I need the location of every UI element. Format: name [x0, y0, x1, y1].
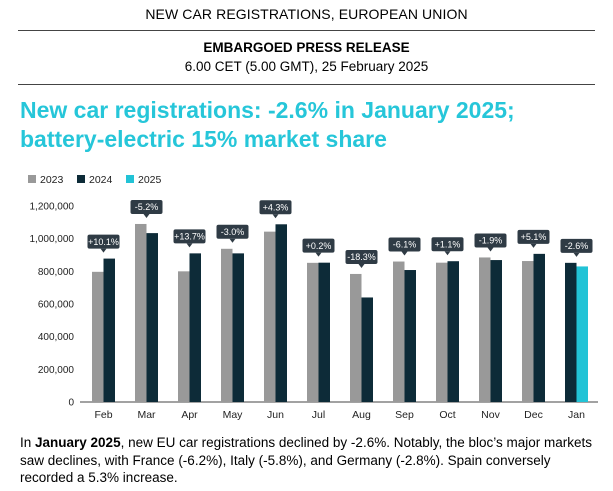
bar-2024-feb — [103, 258, 115, 402]
legend-label-2023: 2023 — [40, 174, 64, 186]
bar-2023-sep — [393, 261, 405, 402]
bar-2023-jul — [307, 262, 319, 402]
x-tick-label-nov: Nov — [481, 409, 500, 421]
change-callout-pointer-jan — [573, 252, 580, 257]
y-tick-label: 1,000,000 — [30, 234, 75, 245]
bar-2023-jun — [264, 231, 276, 402]
change-callout-pointer-aug — [358, 263, 365, 268]
legend-swatch-2023 — [28, 175, 36, 183]
x-tick-label-aug: Aug — [352, 409, 371, 421]
change-callout-box-jul — [302, 238, 335, 253]
bar-2023-feb — [92, 271, 104, 402]
bar-2023-apr — [178, 271, 190, 402]
change-callout-box-aug — [345, 249, 378, 264]
registrations-bar-chart: 2023 2024 2025 0 200,000 400,000 600,000 800,00… — [28, 174, 598, 421]
y-tick-label: 600,000 — [38, 300, 75, 311]
change-callout-pointer-jul — [315, 252, 322, 257]
change-callout-box-nov — [474, 233, 507, 248]
bar-2024-sep — [404, 270, 416, 402]
change-callout-pointer-may — [229, 238, 236, 243]
top-divider — [18, 30, 595, 31]
change-callout-box-mar — [130, 199, 163, 214]
bar-2024-jun — [275, 224, 287, 402]
legend-label-2025: 2025 — [138, 174, 162, 186]
bar-2023-mar — [135, 223, 147, 402]
change-label-sep: -6.1% — [393, 240, 417, 250]
x-tick-label-jul: Jul — [312, 409, 325, 421]
x-tick-label-feb: Feb — [94, 409, 112, 421]
change-label-nov: -1.9% — [479, 236, 503, 246]
summary-lead: In — [20, 435, 36, 450]
y-tick-label: 1,200,000 — [30, 202, 75, 213]
change-label-dec: +5.1% — [521, 232, 547, 242]
change-callout-pointer-oct — [444, 251, 451, 256]
bar-2023-dec — [522, 261, 534, 402]
summary-paragraph: In January 2025, new EU car registration… — [20, 434, 605, 487]
bar-2023-nov — [479, 257, 491, 402]
change-callout-pointer-dec — [530, 243, 537, 248]
bar-2023-oct — [436, 262, 448, 402]
bar-2025-jan — [576, 266, 588, 402]
embargo-date: 6.00 CET (5.00 GMT), 25 February 2025 — [184, 59, 429, 74]
summary-text: , new EU car registrations declined by -… — [20, 435, 593, 485]
change-callout-pointer-feb — [100, 248, 107, 253]
change-callout-box-jun — [259, 200, 292, 215]
change-label-may: -3.0% — [221, 227, 245, 237]
change-callout-box-sep — [388, 237, 421, 252]
change-callout-pointer-nov — [487, 247, 494, 252]
x-tick-label-may: May — [223, 409, 244, 421]
change-label-mar: -5.2% — [135, 202, 159, 212]
x-tick-label-dec: Dec — [524, 409, 543, 421]
change-callout-pointer-jun — [272, 214, 279, 219]
change-label-jul: +0.2% — [306, 241, 332, 251]
bar-2024-dec — [533, 253, 545, 402]
y-tick-label: 200,000 — [38, 365, 75, 376]
change-label-apr: +13.7% — [174, 232, 205, 242]
change-callout-box-jan — [560, 238, 593, 253]
headline: New car registrations: -2.6% in January … — [20, 96, 600, 154]
x-tick-label-jun: Jun — [267, 409, 284, 421]
y-tick-label: 0 — [68, 398, 74, 409]
bar-2024-apr — [189, 253, 201, 402]
change-callout-pointer-sep — [401, 251, 408, 256]
change-label-jun: +4.3% — [263, 202, 289, 212]
change-callout-pointer-mar — [143, 213, 150, 218]
bar-2024-aug — [361, 297, 373, 402]
headline-line-2: battery-electric 15% market share — [20, 126, 387, 152]
change-callout-pointer-apr — [186, 243, 193, 248]
bar-2023-may — [221, 248, 233, 402]
legend-swatch-2025 — [126, 175, 134, 183]
change-label-aug: -18.3% — [347, 252, 376, 262]
change-label-feb: +10.1% — [88, 237, 119, 247]
x-tick-label-jan: Jan — [568, 409, 585, 421]
y-tick-label: 800,000 — [38, 267, 75, 278]
bar-2024-may — [232, 253, 244, 402]
x-tick-label-sep: Sep — [395, 409, 414, 421]
header-divider — [18, 84, 595, 85]
legend-label-2024: 2024 — [89, 174, 113, 186]
summary-bold-period: January 2025 — [35, 435, 121, 450]
x-tick-label-oct: Oct — [439, 409, 455, 421]
embargo-label: EMBARGOED PRESS RELEASE — [203, 40, 410, 55]
bar-2023-aug — [350, 273, 362, 402]
change-label-jan: -2.6% — [565, 241, 589, 251]
y-tick-label: 400,000 — [38, 332, 75, 343]
headline-line-1: New car registrations: -2.6% in January … — [20, 97, 515, 123]
bar-2024-nov — [490, 260, 502, 402]
bar-2024-jul — [318, 262, 330, 402]
legend-swatch-2024 — [77, 175, 85, 183]
bar-2024-mar — [146, 233, 158, 402]
change-callout-box-oct — [431, 237, 464, 252]
change-callout-box-apr — [173, 229, 206, 244]
change-callout-box-may — [216, 224, 249, 239]
change-callout-box-dec — [517, 229, 550, 244]
change-label-oct: +1.1% — [435, 239, 461, 249]
x-tick-label-mar: Mar — [137, 409, 156, 421]
bar-2024-oct — [447, 261, 459, 402]
bar-2024-jan — [565, 262, 577, 402]
change-callout-box-feb — [87, 234, 120, 249]
report-category-title: NEW CAR REGISTRATIONS, EUROPEAN UNION — [145, 6, 468, 22]
x-tick-label-apr: Apr — [181, 409, 198, 421]
